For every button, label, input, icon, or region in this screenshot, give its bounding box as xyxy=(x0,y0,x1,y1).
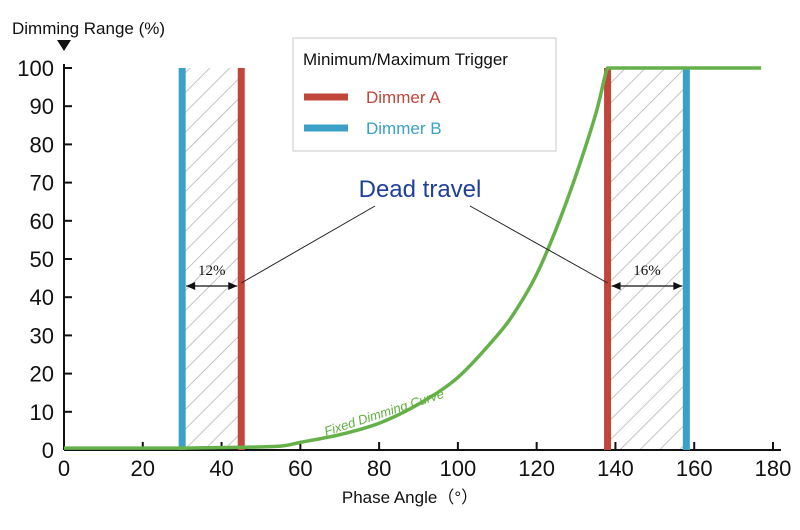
x-tick-label: 140 xyxy=(597,456,634,481)
y-tick-label: 40 xyxy=(30,285,54,310)
y-tick-label: 80 xyxy=(30,132,54,157)
arrowhead-right-icon xyxy=(673,282,683,290)
dead-travel-percent: 16% xyxy=(633,263,661,279)
y-tick-label: 70 xyxy=(30,171,54,196)
dead-travel-region-2 xyxy=(607,68,687,450)
y-axis-arrow-icon xyxy=(57,40,71,51)
legend-label: Dimmer A xyxy=(366,88,441,107)
x-tick-label: 80 xyxy=(367,456,391,481)
x-tick-label: 100 xyxy=(440,456,477,481)
y-tick-label: 90 xyxy=(30,94,54,119)
x-tick-label: 60 xyxy=(288,456,312,481)
y-axis-title: Dimming Range (%) xyxy=(12,19,165,38)
legend-title: Minimum/Maximum Trigger xyxy=(303,50,508,69)
x-tick-label: 40 xyxy=(209,456,233,481)
y-tick-label: 0 xyxy=(42,438,54,463)
y-tick-label: 100 xyxy=(17,56,54,81)
x-tick-label: 120 xyxy=(518,456,555,481)
y-tick-label: 20 xyxy=(30,362,54,387)
dead-travel-leader-right xyxy=(469,205,608,284)
curve-label: Fixed Dimming Curve xyxy=(322,386,446,439)
y-tick-label: 10 xyxy=(30,400,54,425)
x-tick-label: 160 xyxy=(676,456,713,481)
dead-travel-leader-left xyxy=(241,205,376,284)
y-tick-label: 50 xyxy=(30,247,54,272)
x-tick-label: 20 xyxy=(131,456,155,481)
y-tick-label: 60 xyxy=(30,209,54,234)
x-axis-title: Phase Angle（°） xyxy=(342,488,478,507)
arrowhead-left-icon xyxy=(186,282,196,290)
dead-travel-title: Dead travel xyxy=(359,176,482,203)
x-tick-label: 0 xyxy=(58,456,70,481)
y-tick-label: 30 xyxy=(30,323,54,348)
dead-travel-percent: 12% xyxy=(198,263,226,279)
legend-label: Dimmer B xyxy=(366,119,442,138)
fixed-dimming-curve xyxy=(63,66,762,450)
dead-travel-region-1 xyxy=(182,68,242,450)
x-tick-label: 180 xyxy=(755,456,792,481)
arrowhead-left-icon xyxy=(611,282,621,290)
arrowhead-right-icon xyxy=(228,282,238,290)
